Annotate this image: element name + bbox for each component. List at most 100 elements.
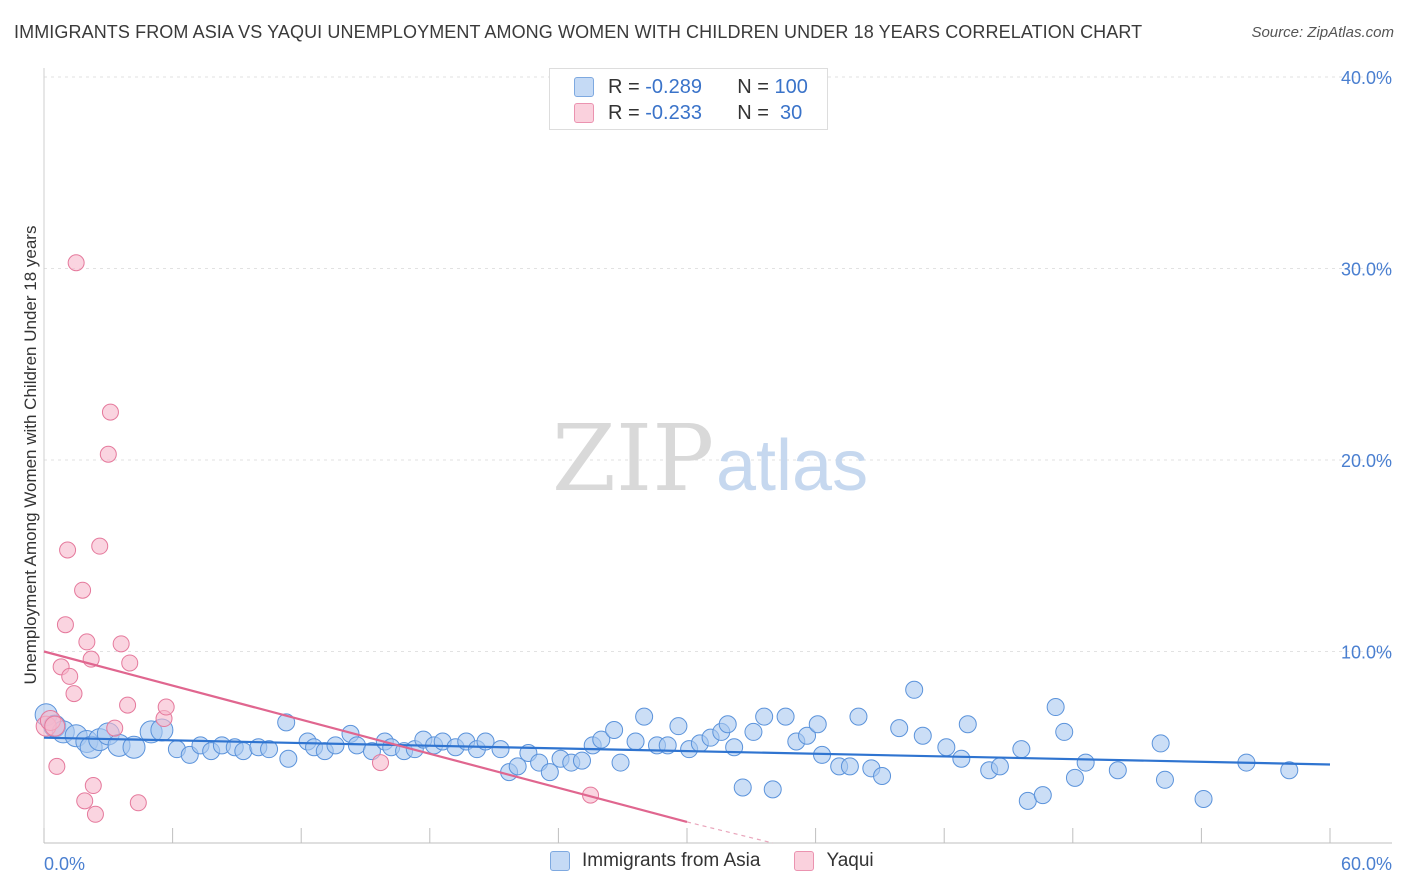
y-tick-labels: 10.0% 20.0% 30.0% 40.0% xyxy=(1341,68,1392,663)
x-tick-label: 0.0% xyxy=(44,854,85,874)
yaqui-point xyxy=(56,616,74,634)
asia-point xyxy=(733,778,752,797)
yaqui-point xyxy=(84,777,102,795)
asia-point xyxy=(1012,740,1031,759)
legend-swatch-asia xyxy=(574,77,594,97)
yaqui-point xyxy=(67,254,85,272)
legend-n-value: 100 xyxy=(774,75,808,98)
legend-n-label: N = xyxy=(737,101,775,124)
yaqui-point xyxy=(59,541,77,559)
yaqui-point xyxy=(91,537,109,555)
asia-point xyxy=(508,757,527,776)
asia-point xyxy=(1076,753,1095,772)
asia-point xyxy=(1151,734,1170,753)
asia-point xyxy=(937,738,956,757)
series-immigrants-from-asia xyxy=(34,680,1299,810)
y-tick-label: 40.0% xyxy=(1341,68,1392,88)
asia-point xyxy=(890,719,909,738)
asia-point xyxy=(279,749,298,768)
asia-point xyxy=(744,722,763,741)
trend-line-asia xyxy=(43,736,1331,766)
watermark-atlas: atlas xyxy=(716,426,868,506)
yaqui-point xyxy=(99,445,117,463)
y-tick-label: 10.0% xyxy=(1341,643,1392,663)
asia-point xyxy=(326,736,345,755)
legend-item-yaqui: Yaqui xyxy=(794,850,874,872)
trend-lines xyxy=(43,650,1331,844)
asia-point xyxy=(1280,761,1299,780)
asia-point xyxy=(913,726,932,745)
asia-point xyxy=(122,735,146,759)
asia-point xyxy=(1155,770,1174,789)
asia-point xyxy=(776,707,795,726)
yaqui-point xyxy=(86,805,104,823)
asia-point xyxy=(958,715,977,734)
asia-point xyxy=(277,713,296,732)
trend-line-yaqui-extension xyxy=(686,821,773,844)
asia-point xyxy=(1046,698,1065,717)
yaqui-point xyxy=(61,667,79,685)
x-tick-labels: 0.0% 60.0% xyxy=(44,854,1392,874)
yaqui-point xyxy=(112,635,130,653)
asia-point xyxy=(718,715,737,734)
legend-swatch-asia xyxy=(550,851,570,871)
asia-point xyxy=(626,732,645,751)
asia-point xyxy=(763,780,782,799)
asia-point xyxy=(952,749,971,768)
yaqui-point xyxy=(106,719,124,737)
yaqui-point xyxy=(101,403,119,421)
legend-swatch-yaqui xyxy=(794,851,815,871)
y-axis-label: Unemployment Among Women with Children U… xyxy=(21,226,40,685)
legend-r-value: -0.233 xyxy=(645,101,702,124)
source-credit: Source: ZipAtlas.com xyxy=(1251,24,1394,41)
yaqui-point xyxy=(129,794,147,812)
asia-point xyxy=(1018,791,1037,810)
watermark-zip: ZIP xyxy=(552,405,714,512)
asia-point xyxy=(1065,768,1084,787)
asia-point xyxy=(990,757,1009,776)
legend-r-label: R = xyxy=(608,101,646,124)
asia-point xyxy=(1108,761,1127,780)
asia-point xyxy=(1055,722,1074,741)
legend-row-asia: R = -0.289 N = 100 xyxy=(574,75,808,99)
trend-line-yaqui xyxy=(43,650,688,823)
asia-point xyxy=(234,742,253,761)
series-legend: Immigrants from Asia Yaqui xyxy=(550,850,908,872)
asia-point xyxy=(1033,786,1052,805)
yaqui-point xyxy=(157,698,175,716)
asia-point xyxy=(611,753,630,772)
asia-point xyxy=(605,721,624,740)
asia-point xyxy=(540,763,559,782)
grid-lines xyxy=(44,76,1392,652)
y-tick-label: 20.0% xyxy=(1341,451,1392,471)
asia-point xyxy=(592,730,611,749)
correlation-legend: R = -0.289 N = 100 R = -0.233 N = 30 xyxy=(549,68,828,130)
legend-r-value: -0.289 xyxy=(645,75,702,98)
yaqui-point xyxy=(74,581,92,599)
asia-point xyxy=(873,766,892,785)
asia-point xyxy=(669,717,688,736)
yaqui-point xyxy=(44,715,66,737)
asia-point xyxy=(572,751,591,770)
legend-n-value: 30 xyxy=(774,101,803,124)
y-tick-label: 30.0% xyxy=(1341,260,1392,280)
yaqui-point xyxy=(76,792,94,810)
yaqui-point xyxy=(372,754,390,772)
legend-label-yaqui: Yaqui xyxy=(826,850,874,871)
asia-point xyxy=(755,707,774,726)
legend-n-label: N = xyxy=(737,75,775,98)
asia-point xyxy=(635,707,654,726)
asia-point xyxy=(260,740,279,759)
legend-label-asia: Immigrants from Asia xyxy=(582,850,761,871)
asia-point xyxy=(798,726,817,745)
asia-point xyxy=(1194,789,1213,808)
yaqui-point xyxy=(78,633,96,651)
legend-r-label: R = xyxy=(608,75,646,98)
legend-swatch-yaqui xyxy=(574,103,594,123)
yaqui-point xyxy=(121,654,139,672)
legend-row-yaqui: R = -0.233 N = 30 xyxy=(574,101,802,125)
legend-item-asia: Immigrants from Asia xyxy=(550,850,760,872)
axes xyxy=(43,68,1392,844)
asia-point xyxy=(840,757,859,776)
